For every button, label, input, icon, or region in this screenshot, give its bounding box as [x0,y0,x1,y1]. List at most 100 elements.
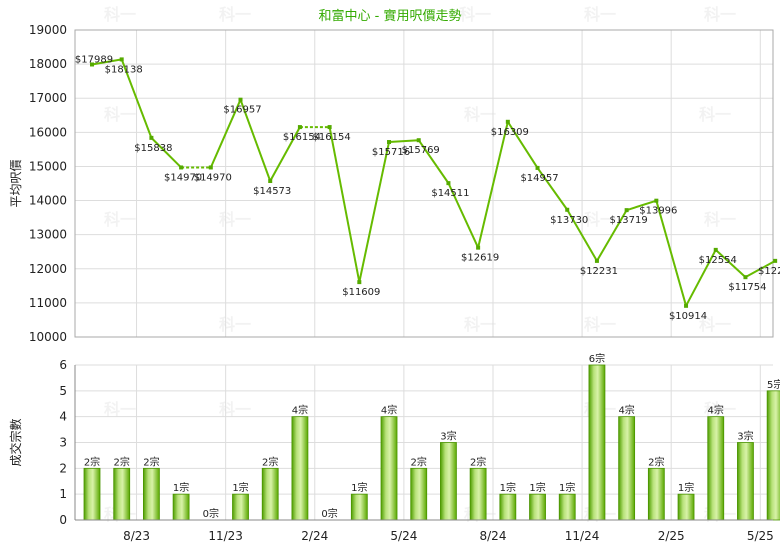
price-point [743,275,748,280]
price-data-label: $14511 [431,188,469,199]
watermark-text: 科一 [704,5,736,24]
volume-data-label: 5宗 [767,378,780,391]
volume-data-label: 4宗 [618,404,634,417]
price-line-segment [626,199,657,212]
price-line-segment [120,59,153,139]
volume-data-label: 2宗 [84,455,100,468]
price-data-label: $11609 [342,287,380,298]
watermark-text: 科一 [104,105,136,124]
volume-data-label: 2宗 [648,455,664,468]
price-y-tick-label: 15000 [29,159,67,173]
volume-data-label: 1宗 [351,481,367,494]
price-line-segment [566,209,598,262]
price-y-tick-label: 17000 [29,91,67,105]
price-point [357,280,362,285]
watermark-text: 科一 [459,5,491,24]
price-point [327,125,332,130]
volume-data-label: 2宗 [411,455,427,468]
volume-data-label: 1宗 [500,481,516,494]
price-point [773,258,778,263]
volume-y-tick-label: 5 [59,384,67,398]
price-point [535,165,540,170]
price-data-label: $16309 [491,127,529,138]
price-line-segment [239,99,272,182]
volume-y-tick-label: 2 [59,461,67,475]
x-tick-label: 8/23 [123,529,150,543]
price-line-segment [417,139,450,184]
watermark-text: 科一 [219,315,251,334]
volume-data-label: 2宗 [114,455,130,468]
volume-data-label: 4宗 [708,404,724,417]
price-data-label: $15716 [372,147,410,158]
price-line-segment [536,167,569,211]
watermark-text: 科一 [699,105,731,124]
price-y-tick-label: 18000 [29,57,67,71]
price-plot-frame [74,29,774,338]
volume-data-label: 2宗 [262,455,278,468]
volume-bar [143,467,160,521]
x-tick-label: 2/24 [301,529,328,543]
volume-data-label: 1宗 [559,481,575,494]
watermark-text: 科一 [464,105,496,124]
price-point [594,258,599,263]
price-point [624,208,629,213]
price-line-segment [150,137,182,169]
volume-data-label: 3宗 [440,430,456,443]
price-point [208,165,213,170]
volume-data-label: 3宗 [737,430,753,443]
volume-bar [410,467,428,521]
volume-data-label: 1宗 [232,481,248,494]
watermark-text: 科一 [584,315,616,334]
price-data-label: $10914 [669,311,707,322]
price-data-label: $17989 [75,54,113,65]
volume-bar [113,467,131,521]
volume-bar [83,467,101,521]
price-data-label: $15838 [134,143,172,154]
price-line-segment [477,121,509,248]
volume-bar [737,442,754,521]
volume-data-label: 0宗 [203,507,219,520]
price-y-tick-label: 14000 [29,194,67,208]
volume-bar [440,442,457,521]
price-line-segment [447,182,480,249]
volume-y-tick-label: 1 [59,487,67,501]
volume-bar [588,364,606,521]
volume-data-label: 1宗 [529,481,545,494]
volume-data-label: 2宗 [470,455,486,468]
price-y-tick-label: 16000 [29,125,67,139]
volume-data-label: 0宗 [321,507,337,520]
volume-data-label: 1宗 [173,481,189,494]
price-point [476,245,481,250]
watermark-text: 科一 [219,210,251,229]
volume-bar [707,416,725,521]
volume-bar [677,493,695,521]
watermark-text: 科一 [219,5,251,24]
watermark-text: 科一 [699,315,731,334]
price-line-segment [685,249,717,307]
price-point [446,181,451,186]
x-tick-label: 5/25 [747,529,774,543]
price-data-label: $14573 [253,186,291,197]
price-data-label: $18138 [105,64,143,75]
price-point [565,207,570,212]
price-data-label: $13996 [639,206,677,217]
price-point [238,97,243,102]
x-tick-label: 11/23 [208,529,243,543]
price-data-label: $13730 [550,215,588,226]
volume-data-label: 2宗 [143,455,159,468]
x-tick-label: 11/24 [565,529,600,543]
price-point [654,198,659,203]
price-line-segment [388,139,419,144]
price-line-segment [744,259,776,279]
volume-y-tick-label: 0 [59,513,67,527]
price-data-label: $12232 [758,266,780,277]
price-point [505,119,510,124]
price-line-segment [506,121,539,169]
watermark-text: 科一 [104,5,136,24]
price-point [297,125,302,130]
watermark-layer: 科一科一科一科一科一科一科一科一科一科一科一科一科一科一科一科一科一科一科一科一… [104,5,736,524]
volume-bar [618,416,636,521]
price-data-label: $16154 [313,132,351,143]
volume-chart-axes: 0 1 2 3 4 5 6 8/23 11/23 2/24 5/24 8/24 11/24 2/25 5/2… [59,358,773,543]
price-data-label: $14970 [164,172,202,183]
